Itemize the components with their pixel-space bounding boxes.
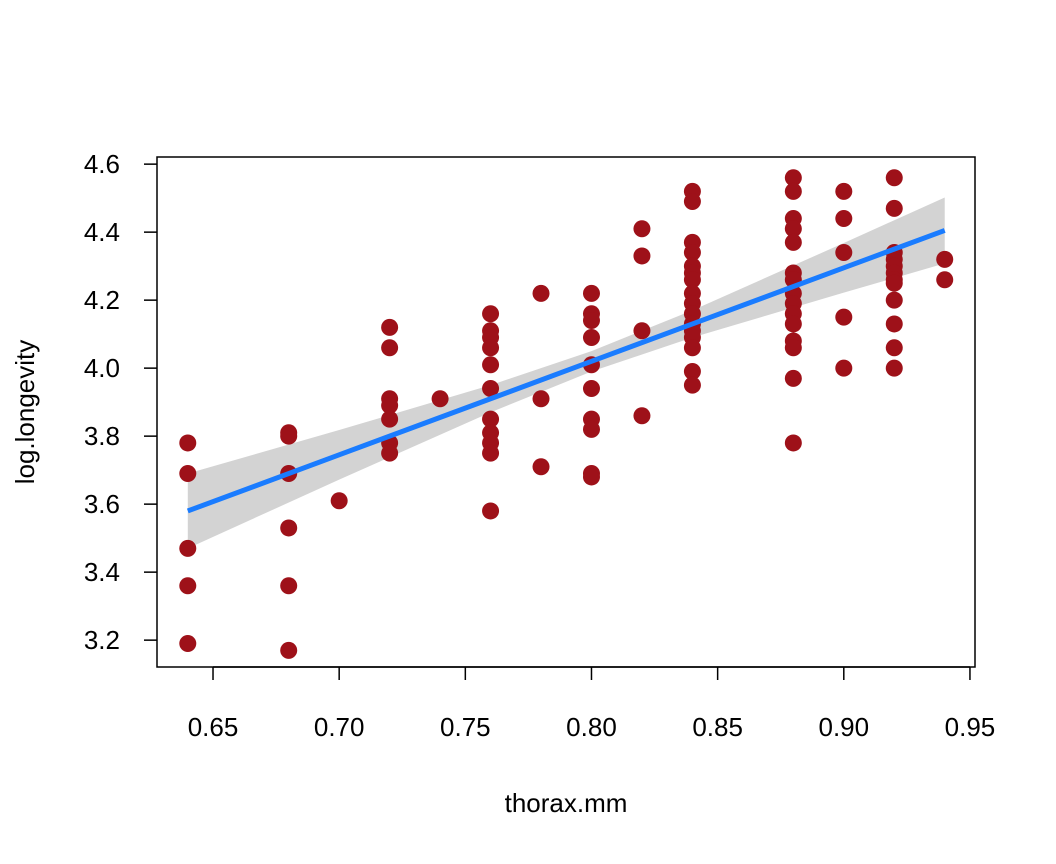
x-tick-label: 0.70 [314, 712, 365, 742]
point [784, 434, 802, 452]
y-tick-label: 4.0 [84, 353, 120, 383]
y-tick-label: 3.4 [84, 557, 120, 587]
point [936, 250, 954, 268]
point [482, 380, 500, 398]
y-tick-label: 3.2 [84, 625, 120, 655]
point [835, 308, 853, 326]
y-tick-label: 3.8 [84, 421, 120, 451]
point [280, 519, 298, 537]
point [835, 210, 853, 228]
point [381, 339, 399, 357]
x-tick-label: 0.75 [440, 712, 491, 742]
point [885, 169, 903, 187]
x-axis-label: thorax.mm [505, 788, 628, 818]
point [482, 410, 500, 428]
point [683, 363, 701, 381]
point [582, 329, 600, 347]
point [633, 322, 651, 340]
point [381, 397, 399, 415]
point [179, 539, 197, 557]
x-tick-label: 0.65 [188, 712, 239, 742]
point [683, 244, 701, 262]
point [633, 247, 651, 265]
point [179, 635, 197, 653]
y-tick-label: 4.4 [84, 217, 120, 247]
point [835, 182, 853, 200]
x-tick-label: 0.90 [818, 712, 869, 742]
point [431, 390, 449, 408]
point [784, 233, 802, 251]
point [532, 458, 550, 476]
point [532, 390, 550, 408]
point [582, 312, 600, 330]
point [482, 356, 500, 374]
point [179, 465, 197, 483]
x-tick-label: 0.95 [945, 712, 996, 742]
point [582, 380, 600, 398]
point [885, 315, 903, 333]
point [885, 339, 903, 357]
point [784, 182, 802, 200]
y-tick-label: 4.2 [84, 285, 120, 315]
point [532, 284, 550, 302]
point [482, 339, 500, 357]
point [280, 577, 298, 595]
point [683, 339, 701, 357]
y-axis-label: log.longevity [10, 340, 40, 485]
point [381, 444, 399, 462]
x-tick-label: 0.80 [566, 712, 617, 742]
point [179, 434, 197, 452]
point [633, 220, 651, 238]
point [683, 376, 701, 394]
point [381, 318, 399, 336]
point [582, 468, 600, 486]
point [381, 410, 399, 428]
point [784, 315, 802, 333]
point [330, 492, 348, 510]
point [784, 220, 802, 238]
point [936, 271, 954, 289]
y-tick-label: 4.6 [84, 149, 120, 179]
point [683, 193, 701, 211]
point [784, 369, 802, 387]
point [482, 305, 500, 323]
point [582, 284, 600, 302]
point [784, 339, 802, 357]
x-tick-label: 0.85 [692, 712, 743, 742]
point [280, 641, 298, 659]
point [835, 244, 853, 262]
point [885, 199, 903, 217]
point [582, 420, 600, 438]
point [885, 359, 903, 377]
point [482, 502, 500, 520]
point [179, 577, 197, 595]
point [482, 444, 500, 462]
point [885, 274, 903, 292]
point [683, 271, 701, 289]
point [835, 359, 853, 377]
plot-frame [156, 156, 976, 668]
point [633, 407, 651, 425]
fit-line [186, 228, 946, 514]
point [885, 291, 903, 309]
point [784, 169, 802, 187]
point [280, 427, 298, 445]
y-tick-label: 3.6 [84, 489, 120, 519]
